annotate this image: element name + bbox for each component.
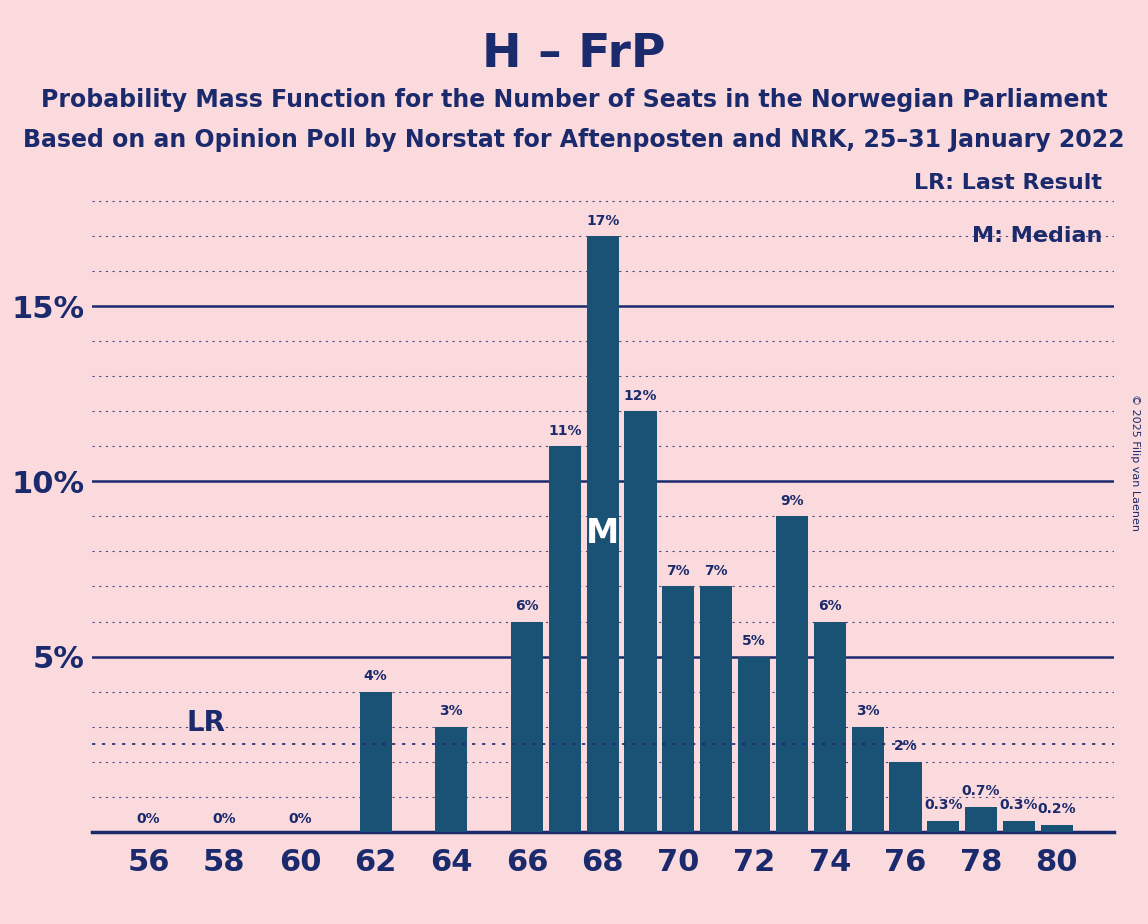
Text: 7%: 7%	[705, 564, 728, 578]
Text: LR: Last Result: LR: Last Result	[914, 174, 1102, 193]
Text: 0%: 0%	[288, 812, 312, 826]
Bar	[814, 622, 846, 832]
Bar	[700, 587, 732, 832]
Text: 12%: 12%	[623, 389, 658, 403]
Text: 0.7%: 0.7%	[962, 784, 1000, 798]
Text: 17%: 17%	[585, 213, 620, 227]
Text: M: Median: M: Median	[972, 225, 1102, 246]
Text: 3%: 3%	[440, 704, 463, 718]
Bar	[1003, 821, 1035, 832]
Bar	[662, 587, 695, 832]
Bar	[549, 446, 581, 832]
Text: 0%: 0%	[212, 812, 236, 826]
Text: Probability Mass Function for the Number of Seats in the Norwegian Parliament: Probability Mass Function for the Number…	[40, 88, 1108, 112]
Text: 9%: 9%	[781, 493, 804, 507]
Text: 3%: 3%	[855, 704, 879, 718]
Text: 0.2%: 0.2%	[1038, 802, 1076, 816]
Text: Based on an Opinion Poll by Norstat for Aftenposten and NRK, 25–31 January 2022: Based on an Opinion Poll by Norstat for …	[23, 128, 1125, 152]
Text: 6%: 6%	[817, 599, 841, 613]
Text: 6%: 6%	[515, 599, 538, 613]
Bar	[511, 622, 543, 832]
Bar	[928, 821, 960, 832]
Text: 4%: 4%	[364, 669, 388, 683]
Text: 5%: 5%	[743, 634, 766, 648]
Bar	[435, 726, 467, 832]
Text: 0.3%: 0.3%	[1000, 798, 1038, 812]
Bar	[1041, 824, 1073, 832]
Text: 11%: 11%	[548, 424, 582, 438]
Text: 0.3%: 0.3%	[924, 798, 962, 812]
Text: H – FrP: H – FrP	[482, 32, 666, 78]
Text: © 2025 Filip van Laenen: © 2025 Filip van Laenen	[1130, 394, 1140, 530]
Bar	[587, 237, 619, 832]
Text: 2%: 2%	[893, 739, 917, 753]
Bar	[852, 726, 884, 832]
Bar	[965, 807, 998, 832]
Text: LR: LR	[186, 709, 225, 737]
Bar	[625, 411, 657, 832]
Bar	[776, 517, 808, 832]
Text: M: M	[587, 517, 619, 551]
Text: 7%: 7%	[667, 564, 690, 578]
Bar	[890, 761, 922, 832]
Bar	[738, 657, 770, 832]
Bar	[359, 691, 391, 832]
Text: 0%: 0%	[137, 812, 161, 826]
